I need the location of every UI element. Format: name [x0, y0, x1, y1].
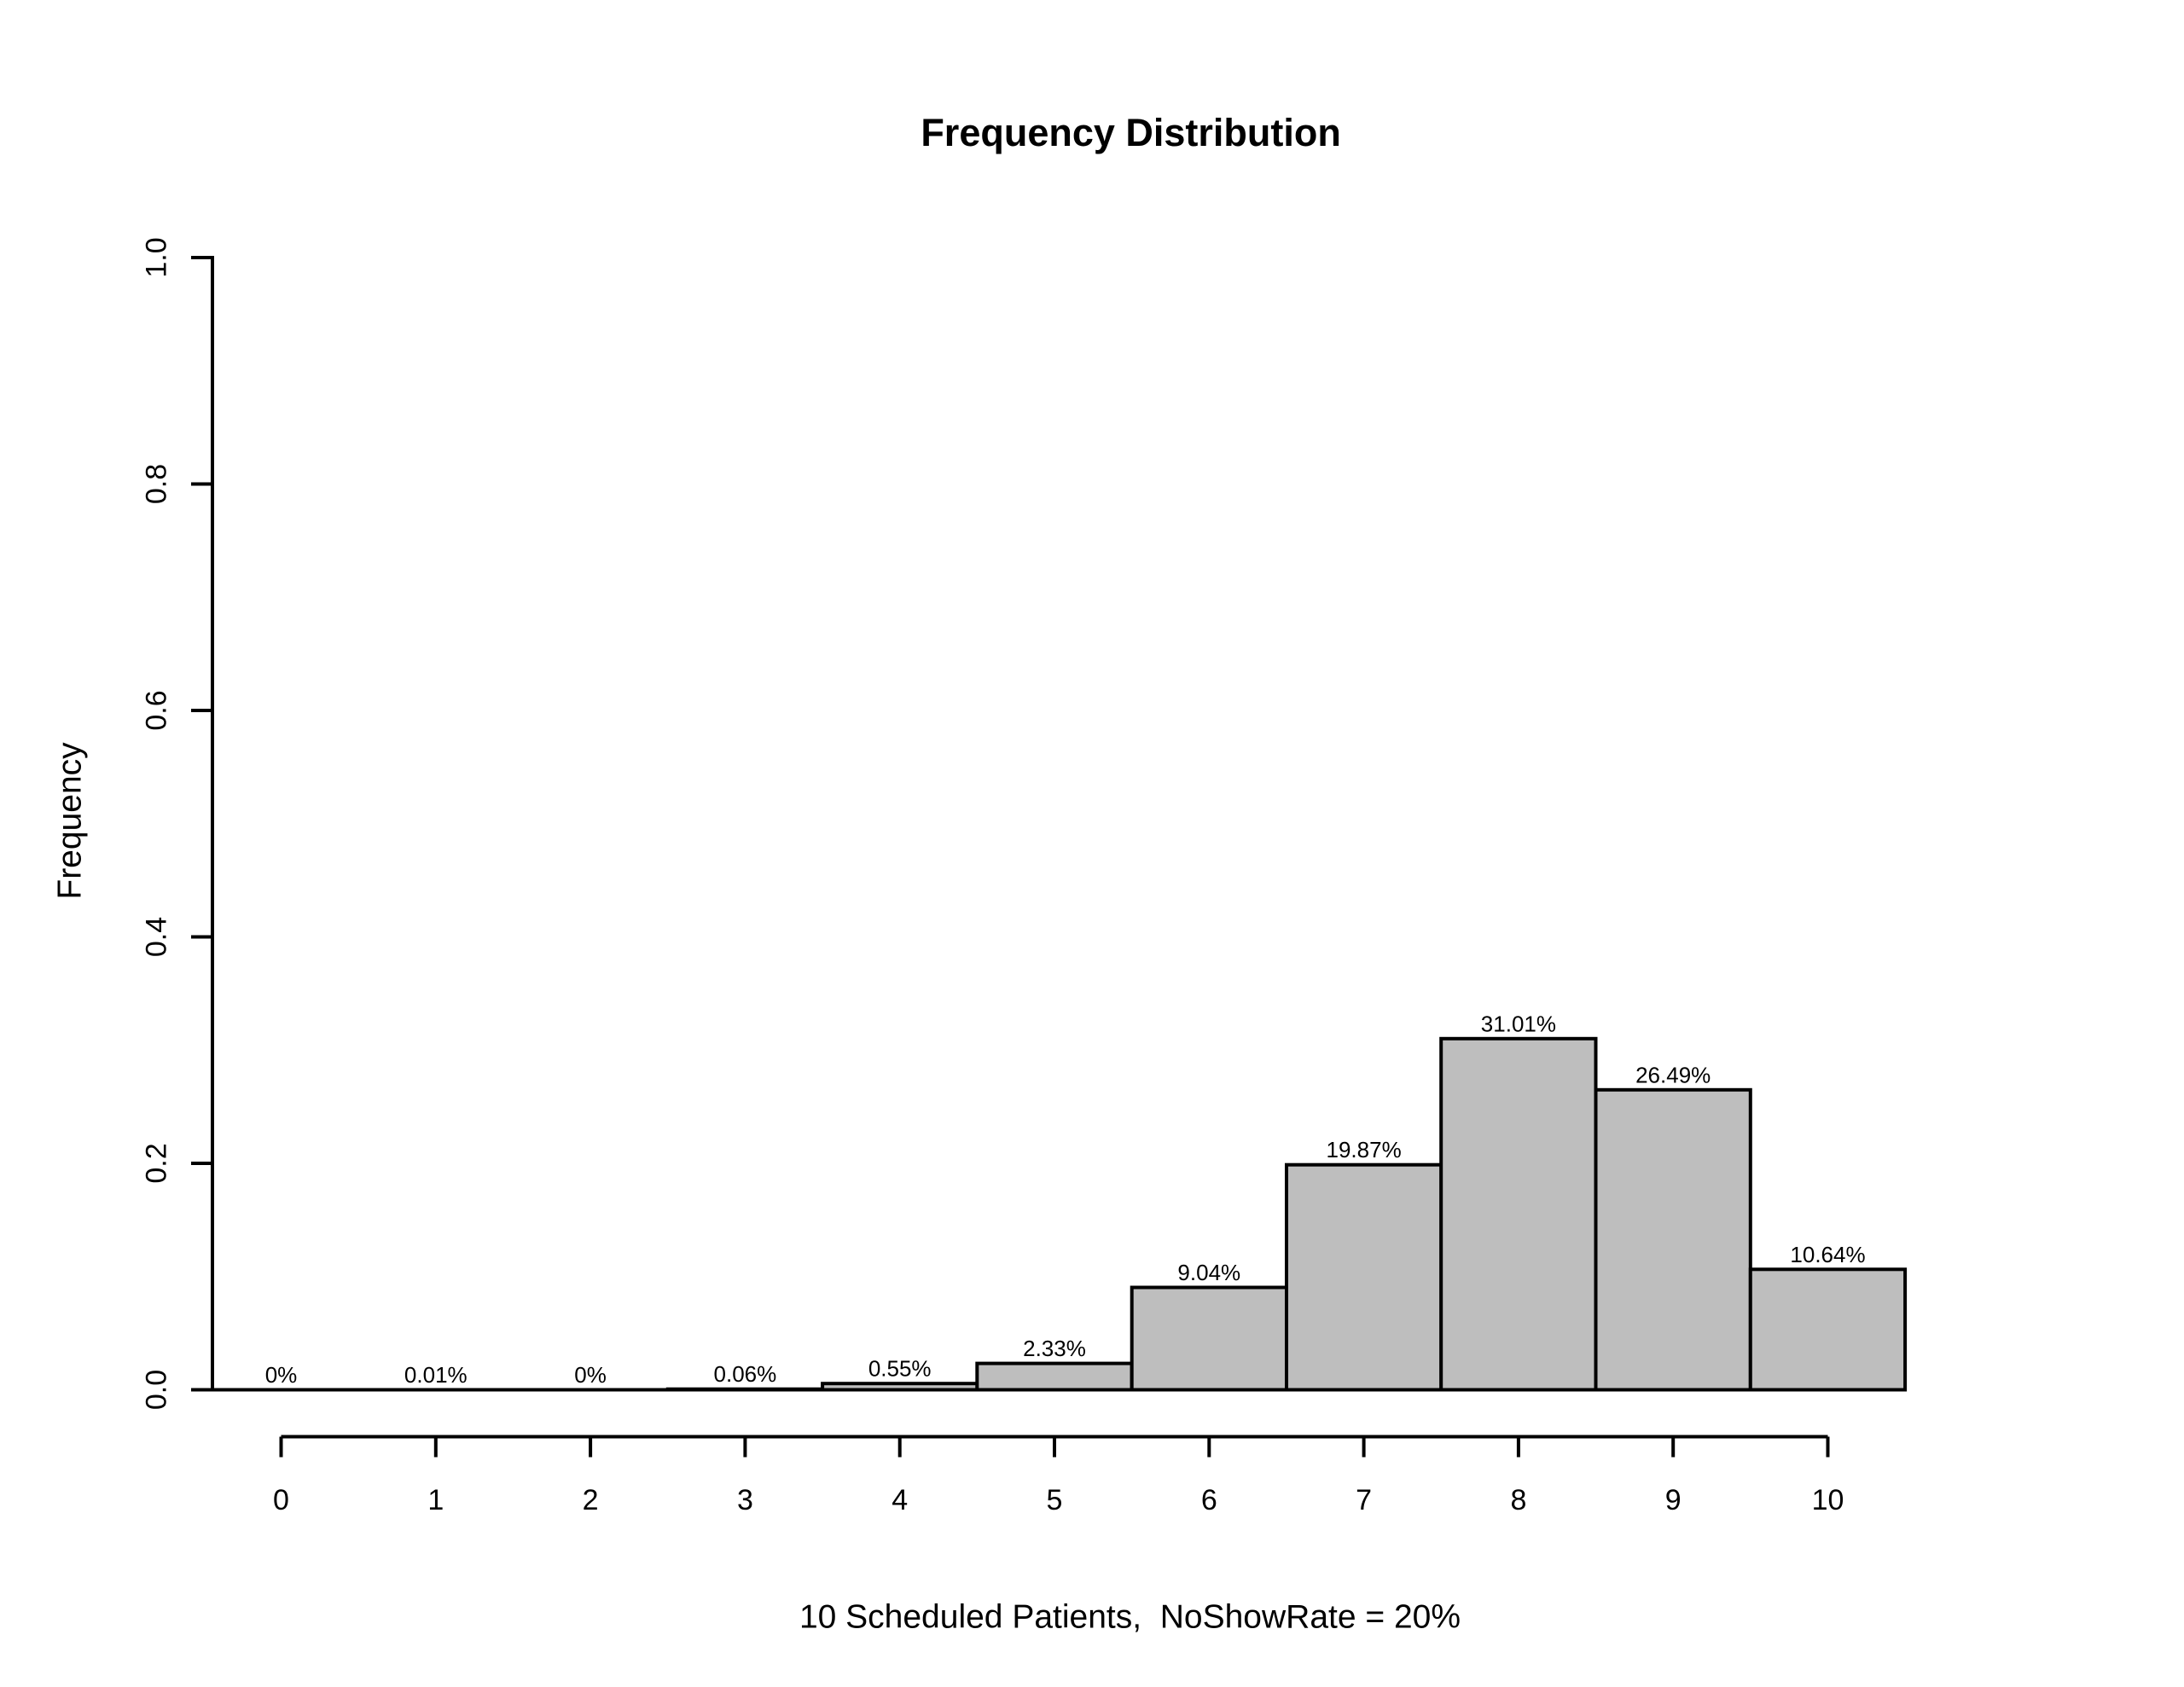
svg-text:2.33%: 2.33%: [1023, 1336, 1086, 1361]
svg-text:Frequency Distribution: Frequency Distribution: [921, 111, 1341, 154]
svg-text:0.0: 0.0: [141, 1370, 173, 1410]
svg-text:0%: 0%: [265, 1362, 298, 1388]
svg-text:19.87%: 19.87%: [1327, 1137, 1402, 1162]
svg-text:4: 4: [892, 1484, 908, 1516]
svg-text:8: 8: [1510, 1484, 1526, 1516]
svg-text:10: 10: [1812, 1484, 1844, 1516]
svg-text:7: 7: [1356, 1484, 1372, 1516]
svg-text:2: 2: [583, 1484, 599, 1516]
svg-text:Frequency: Frequency: [52, 742, 89, 900]
svg-text:6: 6: [1201, 1484, 1217, 1516]
svg-text:9.04%: 9.04%: [1177, 1260, 1240, 1285]
svg-text:10 Scheduled Patients, NoShow: 10 Scheduled Patients, NoShowRate = 20%: [799, 1599, 1461, 1636]
svg-text:31.01%: 31.01%: [1481, 1011, 1556, 1036]
svg-text:0%: 0%: [574, 1362, 607, 1388]
svg-text:1: 1: [427, 1484, 444, 1516]
svg-text:5: 5: [1047, 1484, 1063, 1516]
svg-text:0: 0: [273, 1484, 289, 1516]
svg-text:0.01%: 0.01%: [404, 1362, 468, 1388]
svg-text:10.64%: 10.64%: [1790, 1242, 1865, 1267]
svg-text:0.8: 0.8: [141, 464, 173, 504]
svg-text:1.0: 1.0: [141, 237, 173, 277]
svg-text:0.55%: 0.55%: [868, 1356, 932, 1382]
svg-text:0.6: 0.6: [141, 690, 173, 730]
svg-text:26.49%: 26.49%: [1635, 1062, 1711, 1087]
svg-text:0.4: 0.4: [141, 917, 173, 957]
svg-text:0.2: 0.2: [141, 1143, 173, 1183]
svg-text:0.06%: 0.06%: [714, 1361, 777, 1387]
svg-text:3: 3: [737, 1484, 753, 1516]
svg-text:9: 9: [1665, 1484, 1682, 1516]
